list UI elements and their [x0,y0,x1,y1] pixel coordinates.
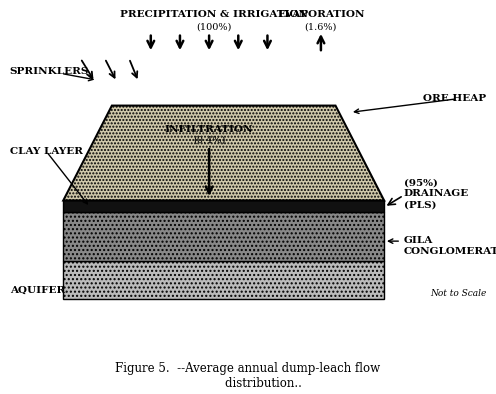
Text: CLAY LAYER: CLAY LAYER [10,147,83,156]
Text: EVAPORATION: EVAPORATION [277,10,365,19]
Bar [63,262,384,299]
Bar [63,212,384,262]
Text: AQUIFER: AQUIFER [10,286,65,295]
Text: SPRINKLERS: SPRINKLERS [10,67,89,76]
Text: ORE HEAP: ORE HEAP [423,94,486,103]
Text: (1.6%): (1.6%) [305,22,337,31]
Text: (95%)
DRAINAGE
(PLS): (95%) DRAINAGE (PLS) [404,178,469,209]
Text: (100%): (100%) [196,22,232,31]
Text: GILA
CONGLOMERATE: GILA CONGLOMERATE [404,236,496,256]
Text: INFILTRATION: INFILTRATION [165,125,253,134]
Text: Figure 5.  --Average annual dump-leach flow
        distribution..: Figure 5. --Average annual dump-leach fl… [116,362,380,390]
Polygon shape [63,106,384,201]
Text: PRECIPITATION & IRRIGATION: PRECIPITATION & IRRIGATION [120,10,308,19]
Bar [63,201,384,212]
Text: Not to Scale: Not to Scale [430,289,486,298]
Text: (0.4%): (0.4%) [193,136,225,145]
